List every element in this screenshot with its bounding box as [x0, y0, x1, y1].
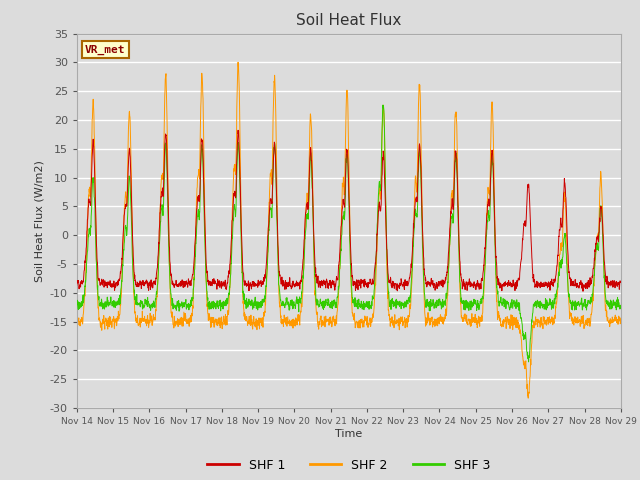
Text: VR_met: VR_met	[85, 45, 125, 55]
X-axis label: Time: Time	[335, 429, 362, 439]
Legend: SHF 1, SHF 2, SHF 3: SHF 1, SHF 2, SHF 3	[202, 454, 495, 477]
Y-axis label: Soil Heat Flux (W/m2): Soil Heat Flux (W/m2)	[34, 160, 44, 282]
Title: Soil Heat Flux: Soil Heat Flux	[296, 13, 401, 28]
